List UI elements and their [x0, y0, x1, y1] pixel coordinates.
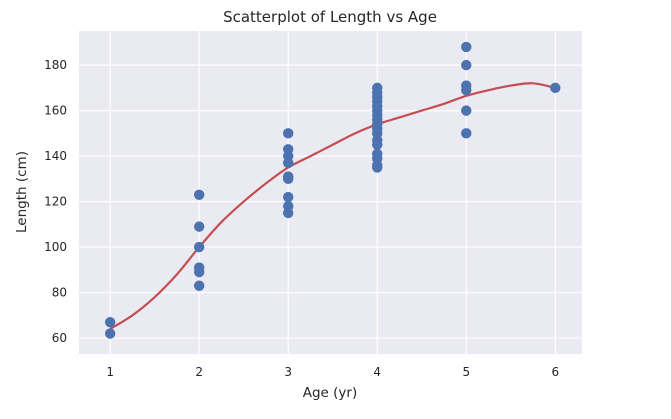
data-point-40 — [550, 82, 561, 94]
x-tick-labels: 1 2 3 4 5 6 — [106, 365, 559, 379]
y-tick-label-1: 80 — [52, 286, 67, 300]
plot-area — [79, 31, 582, 354]
x-tick-label-0: 1 — [106, 365, 114, 379]
data-point-6 — [193, 266, 205, 278]
data-points — [104, 41, 561, 339]
y-tick-label-2: 100 — [44, 240, 67, 254]
fit-line-group — [109, 82, 556, 330]
y-axis-label: Length (cm) — [14, 151, 30, 233]
data-point-37 — [461, 84, 472, 96]
x-axis-label: Age (yr) — [303, 385, 357, 401]
y-tick-label-0: 60 — [52, 331, 67, 345]
x-tick-label-3: 4 — [373, 365, 381, 379]
x-tick-label-4: 5 — [462, 365, 470, 379]
y-tick-labels: 60 80 100 120 140 160 180 — [44, 58, 67, 345]
y-tick-label-6: 180 — [44, 58, 67, 72]
data-point-4 — [193, 241, 205, 253]
data-point-7 — [193, 280, 205, 291]
data-point-38 — [461, 105, 472, 116]
fit-line — [109, 82, 556, 330]
chart-title: Scatterplot of Length vs Age — [223, 8, 437, 26]
data-point-13 — [283, 173, 294, 185]
data-point-29 — [372, 139, 383, 150]
data-point-1 — [104, 328, 116, 339]
data-point-34 — [461, 41, 472, 53]
x-tick-label-5: 6 — [551, 365, 559, 379]
data-point-33 — [372, 162, 383, 173]
data-point-11 — [283, 157, 294, 169]
x-tick-label-2: 3 — [284, 365, 292, 379]
data-point-3 — [193, 221, 205, 232]
data-point-39 — [461, 128, 472, 139]
data-point-8 — [283, 128, 294, 139]
data-point-0 — [104, 316, 116, 328]
data-point-35 — [461, 59, 472, 71]
y-tick-label-4: 140 — [44, 149, 67, 163]
y-tick-label-3: 120 — [44, 195, 67, 209]
data-point-14 — [283, 191, 294, 203]
x-tick-label-1: 2 — [195, 365, 203, 379]
data-point-2 — [193, 189, 205, 200]
data-point-16 — [283, 207, 294, 219]
y-tick-label-5: 160 — [44, 104, 67, 118]
